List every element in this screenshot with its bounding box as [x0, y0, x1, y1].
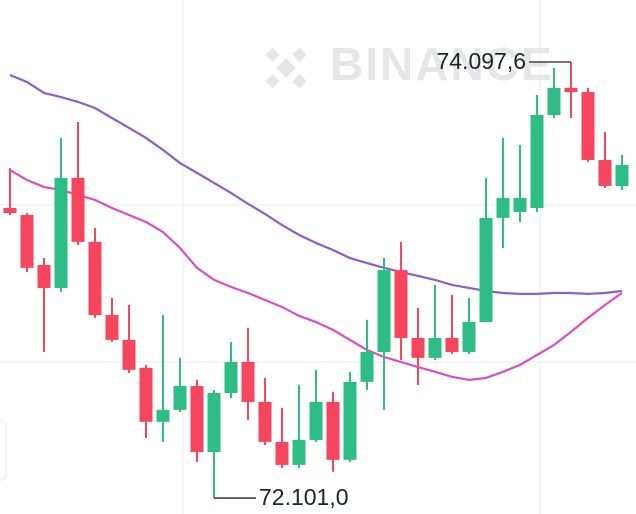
candle-body	[71, 177, 85, 242]
candle-body	[615, 164, 629, 186]
candle-body	[292, 439, 306, 465]
candle-body	[479, 217, 493, 323]
candle-body	[581, 92, 595, 160]
candle-body	[122, 339, 136, 370]
watermark: BINANCE	[265, 38, 554, 90]
annotation-label: 74.097,6	[436, 48, 526, 74]
candle-body	[411, 337, 425, 358]
candle-body	[54, 177, 68, 288]
watermark-text: BINANCE	[330, 38, 554, 90]
candle-body	[564, 87, 578, 93]
candle-body	[258, 401, 272, 442]
candle-body	[3, 208, 17, 214]
candle-body	[445, 337, 459, 352]
annotation-label: 72.101,0	[259, 484, 349, 510]
candle-body	[88, 241, 102, 316]
candle-body	[173, 386, 187, 410]
ma-line	[9, 169, 623, 382]
annotations: 74.097,6 72.101,0	[214, 48, 571, 510]
candle-body	[377, 270, 391, 352]
candle-body	[275, 441, 289, 465]
candle-body	[241, 361, 255, 402]
candle-body	[37, 265, 51, 288]
candle-body	[598, 159, 612, 186]
candle-body	[20, 215, 34, 268]
candle-body	[156, 409, 170, 422]
watermark-logo	[265, 47, 307, 89]
candles	[3, 62, 629, 499]
candle-body	[530, 114, 544, 209]
side-handle	[0, 419, 7, 481]
candle-body	[547, 87, 561, 115]
candle-body	[309, 401, 323, 440]
candle-body	[139, 367, 153, 422]
candle-body	[224, 361, 238, 394]
candle-body	[462, 322, 476, 352]
moving-averages	[9, 74, 623, 382]
candle-body	[428, 337, 442, 358]
candle-body	[394, 270, 408, 338]
candle-body	[190, 386, 204, 452]
ma-line	[9, 74, 623, 295]
candle-body	[513, 197, 527, 212]
candle-body	[326, 401, 340, 460]
candle-body	[343, 381, 357, 460]
candle-body	[496, 197, 510, 218]
candle-body	[105, 315, 119, 340]
candle-body	[207, 393, 221, 452]
candle-body	[360, 351, 374, 382]
